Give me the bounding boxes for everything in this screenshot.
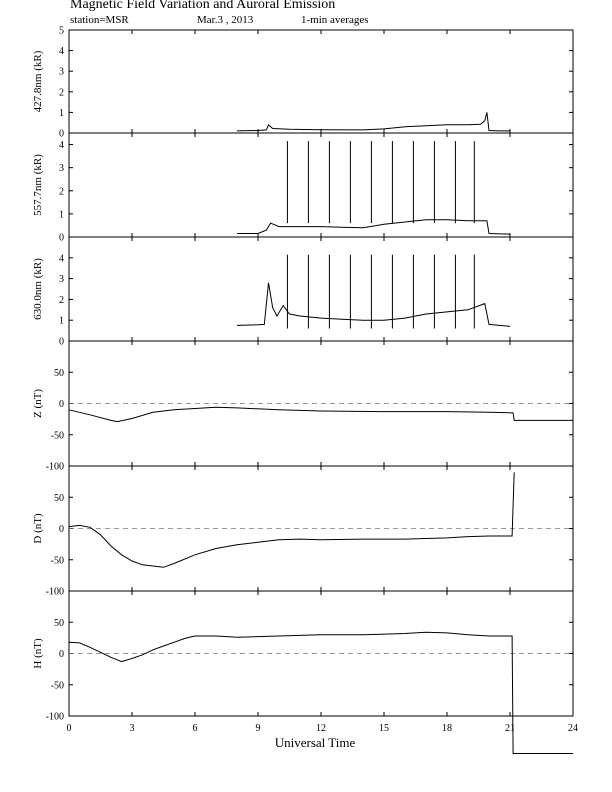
series-line bbox=[68, 406, 573, 423]
panel-frame bbox=[68, 132, 574, 238]
y-tick-label: 1 bbox=[59, 108, 64, 119]
x-tick-label: 24 bbox=[568, 723, 578, 734]
y-tick-label: 4 bbox=[59, 253, 64, 264]
y-tick-label: -50 bbox=[51, 680, 64, 691]
series-line bbox=[237, 219, 511, 235]
y-axis-label: H (nT) bbox=[32, 638, 44, 669]
y-tick-label: -50 bbox=[51, 430, 64, 441]
panel-frame bbox=[68, 29, 574, 134]
y-axis-label: 557.7nm (kR) bbox=[32, 154, 44, 216]
y-tick-label: 0 bbox=[59, 233, 64, 244]
y-tick-label: -50 bbox=[51, 555, 64, 566]
y-tick-label: 4 bbox=[59, 46, 64, 57]
y-axis-label: 427.8nm (kR) bbox=[32, 50, 44, 112]
series-line bbox=[236, 282, 511, 327]
x-tick-label: 15 bbox=[379, 723, 389, 734]
y-tick-label: 1 bbox=[59, 209, 64, 220]
y-tick-label: 4 bbox=[59, 140, 64, 151]
y-tick-label: 0 bbox=[59, 129, 64, 140]
y-tick-label: 2 bbox=[59, 186, 64, 197]
station-label: station=MSR bbox=[70, 14, 129, 26]
y-tick-label: 0 bbox=[59, 524, 64, 535]
y-tick-label: 3 bbox=[59, 163, 64, 174]
y-axis-label: 630.0nm (kR) bbox=[32, 258, 44, 320]
date-label: Mar.3 , 2013 bbox=[197, 14, 254, 26]
x-tick-label: 6 bbox=[193, 723, 198, 734]
series-line bbox=[68, 472, 515, 568]
chart-title: Magnetic Field Variation and Auroral Emi… bbox=[70, 0, 336, 12]
y-tick-label: -100 bbox=[46, 712, 64, 723]
y-tick-label: 3 bbox=[59, 67, 64, 78]
series-line bbox=[236, 112, 510, 132]
y-tick-label: 0 bbox=[59, 399, 64, 410]
y-tick-label: 50 bbox=[54, 493, 64, 504]
x-tick-label: 9 bbox=[256, 723, 261, 734]
y-tick-label: -100 bbox=[46, 587, 64, 598]
y-tick-label: 2 bbox=[59, 295, 64, 306]
x-tick-label: 18 bbox=[442, 723, 452, 734]
y-axis-label: Z (nT) bbox=[32, 389, 44, 418]
y-tick-label: 0 bbox=[59, 337, 64, 348]
y-tick-label: 50 bbox=[54, 368, 64, 379]
y-tick-label: -100 bbox=[46, 462, 64, 473]
x-tick-label: 0 bbox=[67, 723, 72, 734]
x-tick-label: 12 bbox=[316, 723, 326, 734]
x-axis-label: Universal Time bbox=[275, 735, 356, 750]
series-line bbox=[68, 631, 573, 754]
x-tick-label: 3 bbox=[130, 723, 135, 734]
y-tick-label: 5 bbox=[59, 26, 64, 37]
y-tick-label: 50 bbox=[54, 618, 64, 629]
y-tick-label: 2 bbox=[59, 87, 64, 98]
x-tick-label: 21 bbox=[505, 723, 515, 734]
y-axis-label: D (nT) bbox=[32, 513, 44, 544]
y-tick-label: 0 bbox=[59, 649, 64, 660]
y-tick-label: 1 bbox=[59, 316, 64, 327]
y-tick-label: 3 bbox=[59, 274, 64, 285]
averages-label: 1-min averages bbox=[301, 14, 369, 26]
